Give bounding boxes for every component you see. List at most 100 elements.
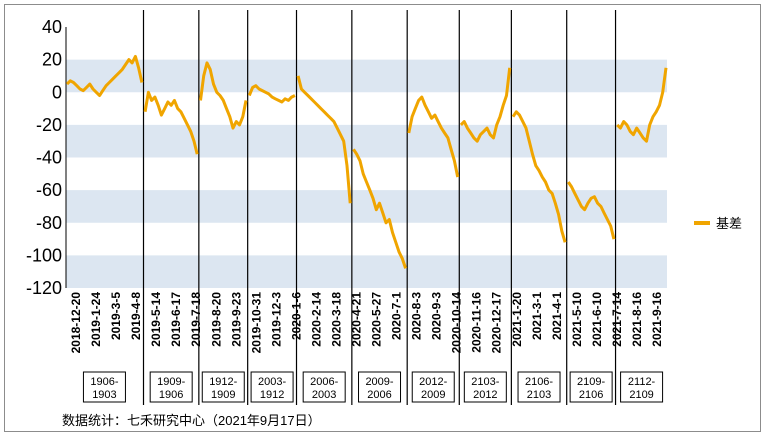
x-tick-label: 2020-3-18 (329, 292, 343, 347)
contract-label: 1909- (157, 376, 185, 388)
x-tick-label: 2018-12-20 (69, 292, 83, 354)
contract-box: 2103-2012 (463, 371, 507, 403)
series-line-2012-2009 (407, 95, 460, 178)
x-tick-label: 2019-12-3 (269, 292, 283, 347)
y-tick-label: -80 (36, 213, 62, 233)
contract-label: 2109 (629, 389, 653, 401)
y-tick-label: 40 (42, 17, 62, 37)
x-tick-label: 2020-4-21 (349, 292, 363, 347)
contract-label: 1909 (211, 389, 235, 401)
series-line-2106-2103 (511, 110, 567, 243)
contract-box-frame (82, 371, 126, 403)
x-tick-label: 2021-1-20 (510, 292, 524, 347)
series-line-1906-1903 (65, 54, 144, 97)
x-tick-label: 2021-6-10 (590, 292, 604, 347)
contract-label: 2112- (628, 376, 656, 388)
contract-label: 2109- (577, 376, 605, 388)
contract-box-frame (358, 371, 402, 403)
x-tick-label: 2020-8-3 (410, 292, 424, 340)
contract-label: 2009 (421, 389, 445, 401)
contract-box: 1906-1903 (82, 371, 126, 403)
y-tick-label: -120 (26, 278, 62, 298)
contract-label: 2103 (527, 389, 551, 401)
contract-box-frame (620, 371, 664, 403)
contract-label: 2106 (579, 389, 603, 401)
contract-box: 1912-1909 (201, 371, 245, 403)
legend: 基差 (694, 213, 742, 232)
contract-box: 2006-2003 (302, 371, 346, 403)
x-tick-label: 2021-9-16 (650, 292, 664, 347)
x-tick-label: 2019-5-14 (149, 292, 163, 347)
x-tick-label: 2019-4-8 (129, 292, 143, 340)
source-note: 数据统计：七禾研究中心（2021年9月17日） (62, 413, 321, 428)
y-tick-label: -40 (36, 148, 62, 168)
contract-box: 2106-2103 (517, 371, 561, 403)
contract-box-frame (250, 371, 294, 403)
legend-label: 基差 (716, 216, 743, 231)
y-tick-labels: 40 20 0 -20 -40 -60 -80 -100 -120 (26, 17, 62, 298)
y-tick-label: -100 (26, 245, 62, 265)
contract-label: 2103- (471, 376, 499, 388)
contract-box: 2003-1912 (250, 371, 294, 403)
contract-box-frame (569, 371, 613, 403)
contract-box-frame (517, 371, 561, 403)
x-tick-label: 2021-8-16 (630, 292, 644, 347)
contract-box-frame (149, 371, 193, 403)
contract-box-frame (463, 371, 507, 403)
y-tick-label: 20 (42, 50, 62, 70)
contract-label: 2009- (365, 376, 393, 388)
legend-swatch (694, 220, 710, 225)
x-tick-label: 2019-3-5 (109, 292, 123, 340)
contract-label: 2003- (258, 376, 286, 388)
contract-label: 1906- (90, 376, 118, 388)
contract-label: 2006- (310, 376, 338, 388)
contract-label: 2012- (419, 376, 447, 388)
band (66, 255, 667, 288)
contract-label: 1912- (209, 376, 237, 388)
contract-label: 2012 (473, 389, 497, 401)
x-tick-label: 2021-5-10 (570, 292, 584, 347)
x-tick-label: 2021-3-1 (530, 292, 544, 340)
series-line-2009-2006 (352, 148, 408, 269)
x-tick-label: 2019-7-18 (189, 292, 203, 347)
series-line-2006-2003 (296, 75, 352, 204)
contract-box: 2109-2106 (569, 371, 613, 403)
contract-box-frame (302, 371, 346, 403)
x-tick-label: 2020-7-1 (390, 292, 404, 340)
series-line-2109-2106 (567, 181, 616, 240)
contract-box-frame (411, 371, 455, 403)
contract-box-frame (201, 371, 245, 403)
series-line-2112-2109 (616, 67, 668, 143)
contract-label: 1912 (260, 389, 284, 401)
contract-label: 2003 (312, 389, 336, 401)
y-tick-label: 0 (52, 82, 62, 102)
x-tick-label: 2021-4-1 (550, 292, 564, 340)
contract-box: 1909-1906 (149, 371, 193, 403)
band (66, 124, 667, 158)
contract-boxes: 1906-19031909-19061912-19092003-19122006… (82, 371, 664, 403)
contract-box: 2012-2009 (411, 371, 455, 403)
y-tick-label: -60 (36, 180, 62, 200)
x-tick-label: 2020-1-6 (289, 292, 303, 340)
x-tick-label: 2019-6-17 (169, 292, 183, 347)
x-tick-label: 2020-2-14 (309, 292, 323, 347)
x-tick-label: 2020-5-27 (370, 292, 384, 347)
contract-label: 1903 (92, 389, 116, 401)
plot-bands (66, 59, 667, 288)
x-tick-label: 2019-9-23 (229, 292, 243, 347)
x-tick-label: 2020-9-3 (430, 292, 444, 340)
x-tick-label: 2020-12-17 (490, 292, 504, 354)
x-tick-labels: 2018-12-20 2019-1-24 2019-3-5 2019-4-8 2019-… (69, 292, 664, 354)
y-tick-label: -20 (36, 115, 62, 135)
contract-box: 2009-2006 (358, 371, 402, 403)
contract-label: 2106- (525, 376, 553, 388)
series-line-2003-1912 (247, 84, 296, 104)
x-tick-label: 2021-7-14 (610, 292, 624, 347)
x-tick-label: 2020-10-14 (450, 292, 464, 354)
x-tick-label: 2019-1-24 (89, 292, 103, 347)
chart-frame (4, 4, 761, 432)
series-lines (65, 54, 668, 269)
contract-dividers (142, 10, 617, 405)
x-tick-label: 2020-11-16 (470, 292, 484, 353)
